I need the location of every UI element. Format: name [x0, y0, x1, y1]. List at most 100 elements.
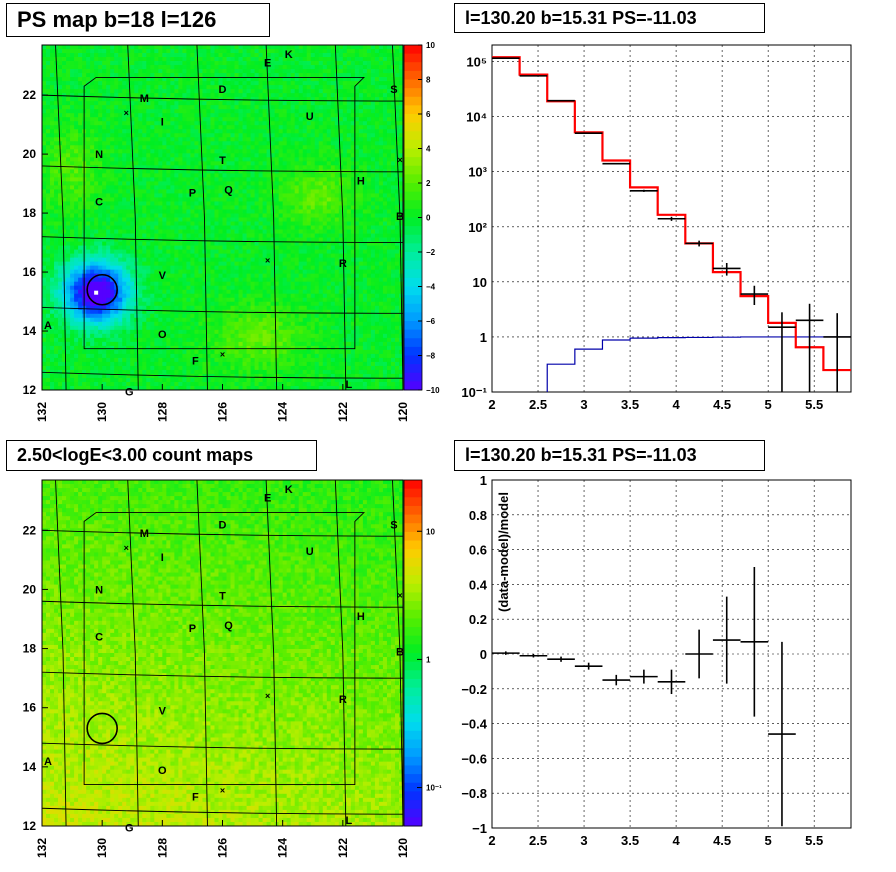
heatmap-cell [146, 230, 150, 234]
heatmap-cell [210, 185, 214, 189]
heatmap-cell [118, 85, 122, 89]
heatmap-cell [114, 165, 118, 169]
heatmap-cell [166, 117, 170, 121]
heatmap-cell [391, 230, 395, 234]
heatmap-cell [158, 161, 162, 165]
heatmap-cell [178, 205, 182, 209]
heatmap-cell [102, 89, 106, 93]
heatmap-cell [82, 65, 86, 69]
heatmap-cell [114, 85, 118, 89]
heatmap-cell [235, 181, 239, 185]
heatmap-cell [62, 185, 66, 189]
heatmap-cell [383, 234, 387, 238]
heatmap-cell [118, 254, 122, 258]
heatmap-cell [375, 250, 379, 254]
heatmap-cell [391, 193, 395, 197]
heatmap-cell [363, 209, 367, 213]
heatmap-cell [162, 49, 166, 53]
heatmap-cell [154, 93, 158, 97]
heatmap-cell [166, 121, 170, 125]
heatmap-cell [283, 201, 287, 205]
heatmap-cell [391, 254, 395, 258]
heatmap-cell [170, 121, 174, 125]
heatmap-cell [42, 85, 46, 89]
heatmap-cell [98, 258, 102, 262]
heatmap-cell [206, 65, 210, 69]
heatmap-cell [58, 97, 62, 101]
heatmap-cell [243, 133, 247, 137]
heatmap-cell [118, 226, 122, 230]
heatmap-cell [74, 49, 78, 53]
heatmap-cell [239, 57, 243, 61]
heatmap-cell [295, 125, 299, 129]
heatmap-cell [122, 165, 126, 169]
heatmap-cell [287, 209, 291, 213]
heatmap-cell [275, 109, 279, 113]
heatmap-cell [371, 173, 375, 177]
heatmap-cell [235, 218, 239, 222]
heatmap-cell [190, 125, 194, 129]
heatmap-cell [118, 133, 122, 137]
heatmap-cell [170, 81, 174, 85]
heatmap-cell [231, 109, 235, 113]
heatmap-cell [46, 181, 50, 185]
heatmap-cell [331, 93, 335, 97]
heatmap-cell [62, 65, 66, 69]
heatmap-cell [227, 153, 231, 157]
heatmap-cell [239, 226, 243, 230]
heatmap-cell [70, 69, 74, 73]
heatmap-cell [351, 81, 355, 85]
heatmap-cell [291, 173, 295, 177]
heatmap-cell [78, 153, 82, 157]
heatmap-cell [142, 149, 146, 153]
heatmap-cell [58, 250, 62, 254]
heatmap-cell [78, 77, 82, 81]
heatmap-cell [335, 101, 339, 105]
heatmap-cell [202, 133, 206, 137]
heatmap-cell [343, 65, 347, 69]
heatmap-cell [335, 145, 339, 149]
heatmap-cell [130, 258, 134, 262]
heatmap-cell [311, 258, 315, 262]
heatmap-cell [371, 81, 375, 85]
heatmap-cell [275, 173, 279, 177]
heatmap-cell [299, 101, 303, 105]
heatmap-cell [70, 201, 74, 205]
heatmap-cell [110, 185, 114, 189]
heatmap-cell [263, 230, 267, 234]
heatmap-cell [295, 205, 299, 209]
heatmap-cell [210, 181, 214, 185]
heatmap-cell [363, 213, 367, 217]
heatmap-cell [146, 246, 150, 250]
heatmap-cell [146, 161, 150, 165]
heatmap-cell [178, 53, 182, 57]
heatmap-cell [42, 205, 46, 209]
heatmap-cell [243, 254, 247, 258]
heatmap-cell [323, 173, 327, 177]
heatmap-cell [239, 234, 243, 238]
heatmap-cell [166, 181, 170, 185]
heatmap-cell [295, 65, 299, 69]
heatmap-cell [315, 238, 319, 242]
heatmap-cell [70, 246, 74, 250]
heatmap-cell [182, 45, 186, 49]
heatmap-cell [259, 173, 263, 177]
heatmap-cell [62, 81, 66, 85]
heatmap-cell [383, 230, 387, 234]
heatmap-cell [331, 218, 335, 222]
heatmap-cell [126, 246, 130, 250]
heatmap-cell [355, 53, 359, 57]
heatmap-cell [231, 129, 235, 133]
heatmap-cell [74, 105, 78, 109]
heatmap-cell [138, 222, 142, 226]
heatmap-cell [70, 181, 74, 185]
heatmap-cell [231, 57, 235, 61]
heatmap-cell [138, 242, 142, 246]
heatmap-cell [66, 209, 70, 213]
heatmap-cell [311, 193, 315, 197]
heatmap-cell [279, 105, 283, 109]
heatmap-cell [46, 73, 50, 77]
heatmap-cell [178, 185, 182, 189]
heatmap-cell [323, 133, 327, 137]
heatmap-cell [182, 125, 186, 129]
